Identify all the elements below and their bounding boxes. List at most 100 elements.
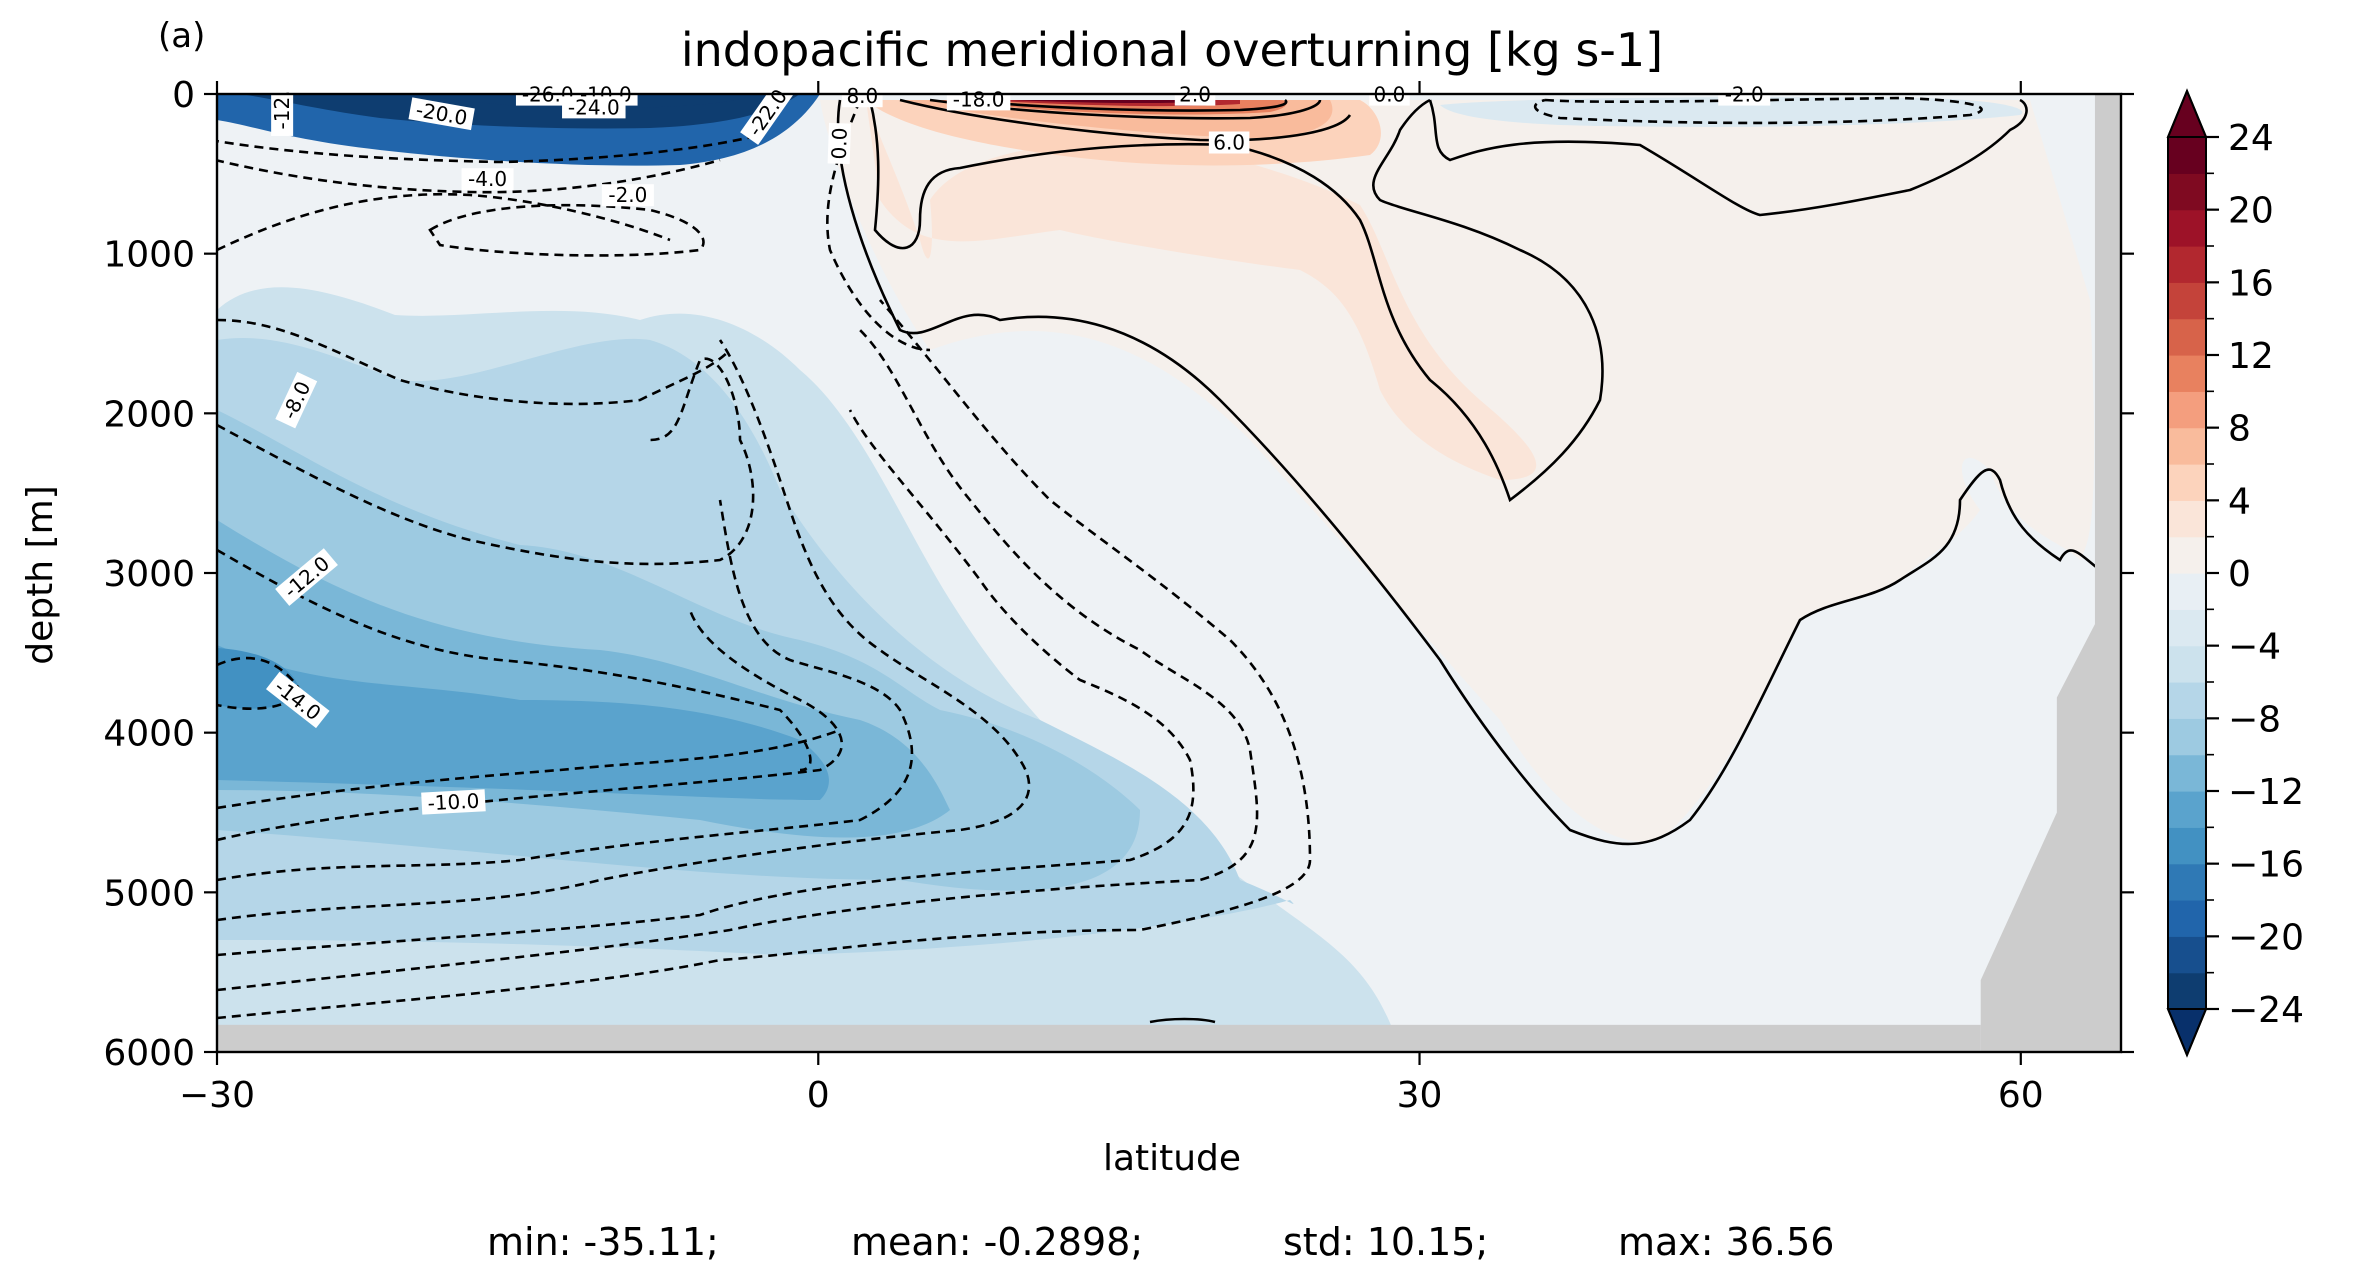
x-tick-label-1: 0 <box>807 1075 830 1116</box>
axes: −30 0 30 60 0 1000 2000 3000 4000 5000 6000 <box>103 75 2134 1116</box>
colorbar-tick-label-4: −8 <box>2228 699 2281 740</box>
contour-line-0 <box>217 299 1312 1020</box>
stat-mean: mean: -0.2898; <box>851 1220 1143 1263</box>
colorbar-tick-label-2: −16 <box>2228 845 2304 886</box>
colorbar-tick-label-3: −12 <box>2228 772 2304 813</box>
colorbar-tick-label-9: 12 <box>2228 336 2274 377</box>
y-tick-label-1: 1000 <box>103 235 195 276</box>
svg-text:8.0: 8.0 <box>846 84 878 108</box>
colorbar-bin-8 <box>2168 682 2206 719</box>
colorbar-bin-7 <box>2168 718 2206 756</box>
colorbar-bin-17 <box>2168 355 2206 392</box>
x-tick-label-0: −30 <box>179 1075 255 1116</box>
svg-text:-18.0: -18.0 <box>953 87 1005 111</box>
contour-line-11 <box>217 192 671 252</box>
y-tick-label-6: 6000 <box>103 1033 195 1074</box>
colorbar-bin-4 <box>2168 827 2206 865</box>
colorbar-bin-0 <box>2168 972 2206 1010</box>
svg-text:-12.: -12. <box>270 90 294 129</box>
contour-label-7: -2.0 <box>601 183 654 207</box>
contour-label-4: -24.0 <box>562 95 626 119</box>
y-tick-label-3: 3000 <box>103 554 195 595</box>
contour-line-9 <box>217 357 755 566</box>
stat-std: std: 10.15; <box>1283 1220 1488 1263</box>
colorbar-bin-12 <box>2168 536 2206 574</box>
colorbar-bin-13 <box>2168 500 2206 538</box>
y-tick-label-4: 4000 <box>103 714 195 755</box>
y-axis-title: depth [m] <box>20 485 61 664</box>
contour-label-10: -18.0 <box>946 87 1011 111</box>
colorbar-bin-20 <box>2168 246 2206 283</box>
continental-slope-mask <box>1980 94 2121 1052</box>
colorbar-bin-19 <box>2168 282 2206 320</box>
colorbar-tick-label-1: −20 <box>2228 917 2304 958</box>
colorbar-bin-15 <box>2168 427 2206 465</box>
colorbar-bin-18 <box>2168 318 2206 356</box>
svg-text:6.0: 6.0 <box>1213 130 1245 154</box>
contour-label-9: 8.0 <box>842 84 883 108</box>
colorbar-tick-label-11: 20 <box>2228 191 2274 232</box>
contour-line-4 <box>217 499 914 882</box>
chart-title: indopacific meridional overturning [kg s… <box>681 23 1663 77</box>
contour-label-18: -10.0 <box>421 789 486 815</box>
svg-text:-24.0: -24.0 <box>568 95 620 119</box>
colorbar-bin-5 <box>2168 791 2206 828</box>
contour-label-8: 0.0 <box>827 122 852 165</box>
contour-line-6 <box>217 728 841 810</box>
contour-line-22 <box>959 98 1288 112</box>
y-tick-label-0: 0 <box>172 75 195 116</box>
colorbar-bin-2 <box>2168 900 2206 937</box>
colorbar-tick-label-0: −24 <box>2228 990 2304 1031</box>
contour-fill-8 <box>866 100 1537 480</box>
colorbar-bin-22 <box>2168 173 2206 211</box>
colorbar-bin-16 <box>2168 391 2206 429</box>
y-tick-label-5: 5000 <box>103 873 195 914</box>
svg-text:0.0: 0.0 <box>827 127 852 160</box>
colorbar-tick-label-10: 16 <box>2228 263 2274 304</box>
contour-line-13 <box>217 133 761 164</box>
colorbar-bin-3 <box>2168 863 2206 901</box>
x-axis-title: latitude <box>1103 1138 1241 1179</box>
bathymetry-mask <box>217 94 2121 1052</box>
contour-fill-7 <box>820 100 2095 842</box>
stat-min: min: -35.11; <box>487 1220 719 1263</box>
colorbar-bin-14 <box>2168 464 2206 501</box>
svg-text:-4.0: -4.0 <box>468 167 507 191</box>
colorbar-tick-label-7: 4 <box>2228 481 2251 522</box>
contour-label-12: 6.0 <box>1208 130 1250 154</box>
x-tick-label-3: 60 <box>1998 1075 2044 1116</box>
colorbar-bin-23 <box>2168 137 2206 174</box>
contour-line-17 <box>836 99 2101 846</box>
colorbar-bin-10 <box>2168 609 2206 647</box>
colorbar-extend-min <box>2166 1008 2208 1058</box>
contour-line-23 <box>1149 1017 1216 1024</box>
colorbar-bin-6 <box>2168 754 2206 792</box>
colorbar-bin-9 <box>2168 645 2206 683</box>
contour-line-1 <box>217 329 1259 992</box>
colorbar-extend-max <box>2166 88 2208 138</box>
contour-line-14 <box>428 203 705 257</box>
colorbar-tick-label-5: −4 <box>2228 627 2281 668</box>
colorbar-tick-label-6: 0 <box>2228 554 2251 595</box>
contour-line-12 <box>217 158 721 194</box>
contour-fill-4 <box>217 645 829 800</box>
colorbar-tick-label-8: 8 <box>2228 409 2251 450</box>
svg-text:-2.0: -2.0 <box>608 183 647 207</box>
contour-line-19 <box>1428 98 2028 217</box>
contour-lines <box>217 96 2101 1024</box>
x-tick-label-2: 30 <box>1397 1075 1443 1116</box>
contour-line-5 <box>217 609 843 842</box>
colorbar-bin-21 <box>2168 209 2206 247</box>
contour-label-0: -12. <box>270 83 294 136</box>
y-tick-label-2: 2000 <box>103 394 195 435</box>
colorbar-tick-label-12: 24 <box>2228 118 2274 159</box>
contour-line-10 <box>217 318 731 406</box>
stat-max: max: 36.56 <box>1618 1220 1834 1263</box>
seafloor-mask <box>217 1024 1981 1052</box>
colorbar-bin-1 <box>2168 936 2206 974</box>
contour-label-6: -4.0 <box>461 167 514 191</box>
colorbar: −24 −20 −16 −12 −8 −4 0 4 8 12 16 20 24 <box>2166 88 2304 1058</box>
colorbar-bin-11 <box>2168 573 2206 610</box>
plot-area <box>217 94 2121 1052</box>
